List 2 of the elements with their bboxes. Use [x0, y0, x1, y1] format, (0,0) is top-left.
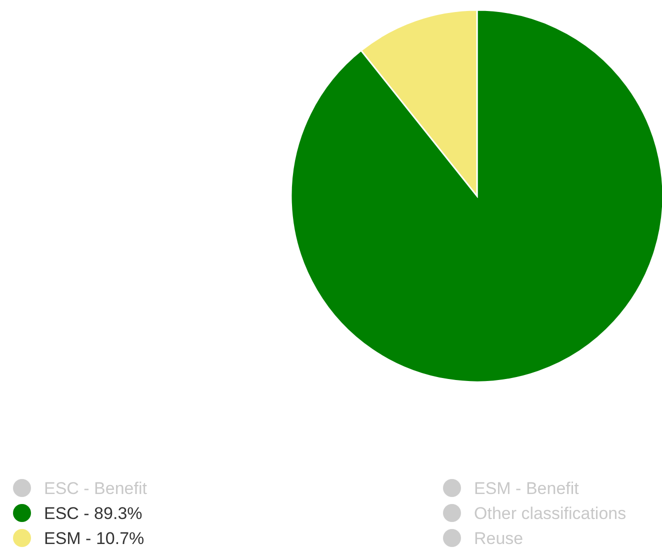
legend-label: ESC - 89.3% [44, 504, 142, 523]
legend-label: ESM - 10.7% [44, 529, 144, 548]
